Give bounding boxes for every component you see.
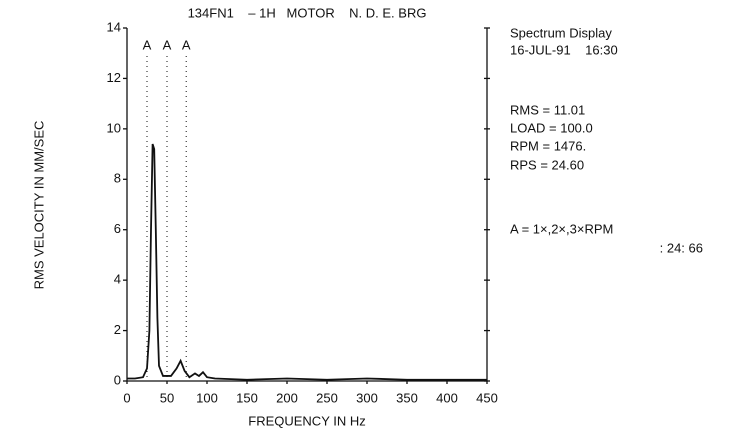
info-text: Spectrum Display: [510, 25, 612, 40]
y-tick-label: 4: [114, 272, 121, 287]
x-tick-label: 400: [436, 390, 458, 405]
x-tick-label: 350: [396, 390, 418, 405]
info-text: RPM = 1476.: [510, 138, 586, 153]
x-tick-label: 100: [196, 390, 218, 405]
y-tick-label: 6: [114, 221, 121, 236]
spectrum-line: [127, 143, 487, 381]
marker-label: A: [163, 37, 172, 52]
info-text: RMS = 11.01: [510, 102, 585, 117]
x-tick-label: 50: [160, 390, 174, 405]
info-text: RPS = 24.60: [510, 157, 584, 172]
chart-title: 134FN1 – 1H MOTOR N. D. E. BRG: [188, 5, 427, 20]
info-text: : 24: 66: [660, 240, 703, 255]
x-tick-label: 450: [476, 390, 498, 405]
y-tick-label: 10: [107, 120, 121, 135]
marker-label: A: [143, 37, 152, 52]
x-tick-label: 300: [356, 390, 378, 405]
y-tick-label: 14: [107, 19, 121, 34]
x-tick-label: 250: [316, 390, 338, 405]
y-tick-label: 8: [114, 171, 121, 186]
y-axis-label: RMS VELOCITY IN MM/SEC: [31, 121, 46, 290]
x-tick-label: 150: [236, 390, 258, 405]
x-axis-label: FREQUENCY IN Hz: [248, 413, 366, 428]
y-tick-label: 2: [114, 322, 121, 337]
y-tick-label: 0: [114, 372, 121, 387]
y-tick-label: 12: [107, 70, 121, 85]
marker-label: A: [182, 37, 191, 52]
info-text: LOAD = 100.0: [510, 120, 593, 135]
x-tick-label: 0: [123, 390, 130, 405]
axis-frame: [126, 28, 488, 382]
info-text: 16-JUL-91 16:30: [510, 42, 618, 57]
info-text: A = 1×,2×,3×RPM: [510, 221, 613, 236]
x-tick-label: 200: [276, 390, 298, 405]
